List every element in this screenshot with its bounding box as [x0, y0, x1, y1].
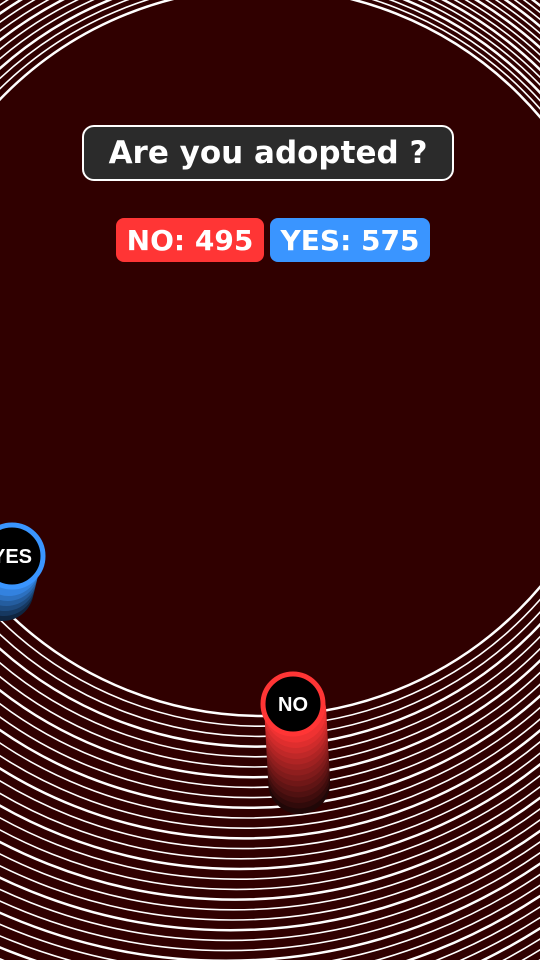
track-ring	[0, 0, 540, 829]
track-ring	[0, 0, 540, 850]
track-ring	[0, 829, 540, 932]
track-ring	[0, 0, 540, 819]
question-banner: Are you adopted ?	[82, 125, 454, 181]
track-ring	[0, 774, 540, 880]
track-ring	[0, 0, 540, 809]
no-token[interactable]: NO	[260, 671, 326, 737]
track-ring	[0, 0, 540, 871]
score-yes-value: 575	[361, 223, 420, 257]
track-ring	[0, 818, 540, 921]
score-no-label: NO:	[126, 223, 186, 257]
track-ring	[0, 807, 540, 911]
no-token-label: NO	[278, 694, 308, 716]
yes-token[interactable]: YES	[0, 522, 46, 590]
question-text: Are you adopted ?	[108, 135, 428, 171]
track-ring	[0, 0, 540, 860]
track-ring	[0, 0, 540, 768]
track-ring	[0, 0, 540, 727]
track-ring	[0, 0, 540, 779]
track-ring	[0, 0, 540, 718]
track-ring	[0, 785, 540, 891]
yes-token-ring	[0, 522, 46, 590]
track-ring	[0, 840, 540, 942]
track-ring	[0, 0, 540, 748]
score-yes-label: YES:	[280, 223, 352, 257]
track-ring	[0, 0, 540, 738]
score-no-value: 495	[194, 223, 254, 257]
track-ring	[0, 0, 540, 840]
no-token-ring	[260, 671, 326, 737]
track-ring	[0, 0, 540, 799]
arena-inner-disc	[0, 0, 540, 712]
track-ring	[0, 796, 540, 901]
track-ring	[0, 0, 540, 758]
score-yes-badge: YES: 575	[270, 218, 430, 262]
score-no-badge: NO: 495	[116, 218, 264, 262]
track-ring	[0, 0, 540, 789]
yes-token-label: YES	[0, 546, 32, 568]
